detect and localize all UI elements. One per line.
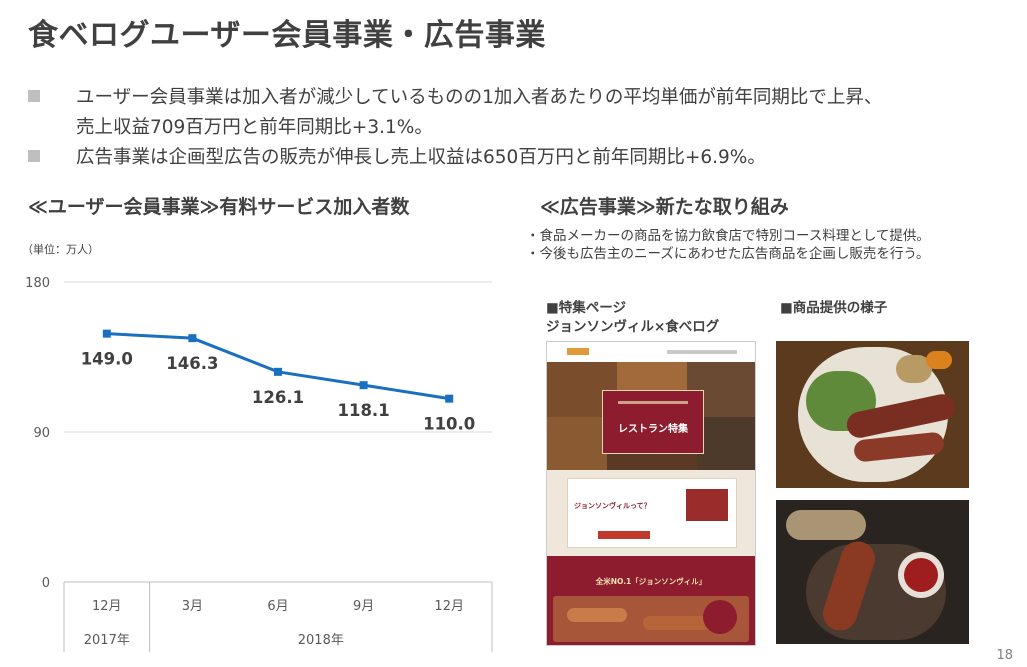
feature-banner-title: レストラン特集 (618, 424, 688, 435)
data-label: 110.0 (423, 415, 475, 434)
bullet-square-icon (28, 150, 40, 162)
feature-bottom-section: 全米NO.1「ジョンソンヴィル」 (547, 556, 755, 645)
header-links (667, 350, 737, 354)
y-tick-label: 180 (25, 276, 50, 291)
feature-page-screenshot: レストラン特集 ジョンソンヴィルって？ 全米NO.1「ジョンソンヴィル」 (546, 341, 756, 646)
tabelog-logo-icon (567, 348, 589, 355)
x-tick-label: 12月 (434, 599, 464, 614)
bullet-2: 広告事業は企画型広告の販売が伸長し売上収益は650百万円と前年同期比+6.9%。 (28, 143, 1018, 173)
bullet-1-line-1: ユーザー会員事業は加入者が減少しているものの1加入者あたりの平均単価が前年同期比… (76, 87, 883, 108)
data-label: 126.1 (252, 388, 304, 407)
feature-caption-2: ジョンソンヴィル×食べログ (546, 319, 720, 335)
subscriber-line-chart: 0 90 180 2017年 2018年 12月 3月 6月 9月 12月 149.0 146.3 12… (25, 276, 493, 652)
sausage-image (553, 596, 749, 642)
data-label: 149.0 (81, 350, 133, 369)
page-title: 食ベログユーザー会員事業・広告事業 (28, 18, 546, 53)
right-section-heading: ≪広告事業≫新たな取り組み (540, 196, 789, 218)
data-label: 146.3 (166, 354, 218, 373)
x-tick-label: 3月 (182, 599, 203, 614)
promo-text: ジョンソンヴィルって？ (574, 502, 651, 510)
photo-caption: ■商品提供の様子 (780, 300, 888, 316)
chart-unit-note: （単位：万人） (22, 243, 99, 256)
data-point (188, 334, 197, 343)
x-tick-label: 9月 (353, 599, 374, 614)
bullet-square-icon (28, 90, 40, 102)
feature-banner: レストラン特集 (602, 390, 704, 454)
x-tick-label: 12月 (92, 599, 122, 614)
year-label: 2018年 (298, 633, 344, 648)
page-number: 18 (996, 648, 1013, 663)
bottom-heading: 全米NO.1「ジョンソンヴィル」 (595, 577, 707, 586)
bullet-2-line-1: 広告事業は企画型広告の販売が伸長し売上収益は650百万円と前年同期比+6.9%。 (76, 147, 766, 168)
bullet-1: ユーザー会員事業は加入者が減少しているものの1加入者あたりの平均単価が前年同期比… (28, 83, 1018, 143)
data-label: 118.1 (337, 401, 389, 420)
y-tick-label: 0 (42, 576, 50, 591)
data-point (445, 394, 454, 403)
feature-caption-1: ■特集ページ (546, 300, 626, 316)
bullet-1-line-2: 売上収益709百万円と前年同期比+3.1%。 (76, 117, 433, 138)
data-point (359, 381, 368, 390)
product-package-image (686, 489, 728, 521)
left-section-heading: ≪ユーザー会員事業≫有料サービス加入者数 (28, 196, 410, 218)
y-tick-label: 90 (33, 426, 50, 441)
feature-hero-image: レストラン特集 (547, 362, 755, 470)
feature-page-header (547, 342, 755, 363)
data-point (274, 367, 282, 376)
data-point (102, 329, 111, 338)
promo-button (598, 531, 650, 539)
dish-photo-1 (776, 341, 969, 488)
dish-photo-2 (776, 500, 969, 644)
feature-promo-block: ジョンソンヴィルって？ (547, 470, 755, 556)
right-note-2: ・今後も広告主のニーズにあわせた広告商品を企画し販売を行う。 (526, 246, 930, 262)
right-note-1: ・食品メーカーの商品を協力飲食店で特別コース料理として提供。 (526, 228, 930, 244)
x-tick-label: 6月 (267, 599, 288, 614)
year-label: 2017年 (84, 633, 130, 648)
